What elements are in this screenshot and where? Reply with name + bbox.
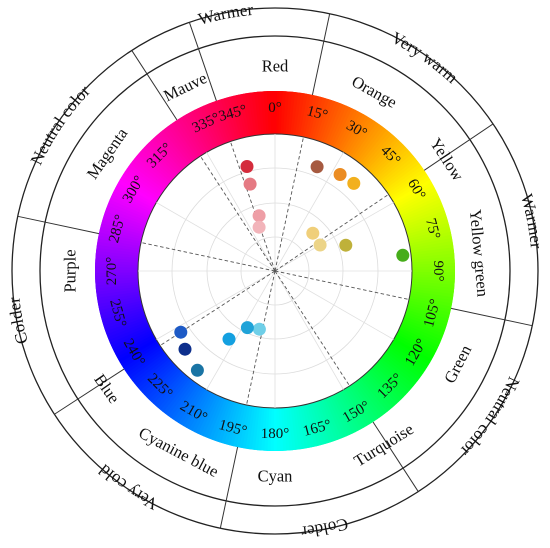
- sample-dot: [252, 209, 266, 223]
- sample-dot: [396, 248, 410, 262]
- temperature-label: Very cold: [95, 460, 161, 513]
- hue-name-label: Purple: [61, 249, 80, 292]
- sector-divider-outer: [372, 421, 419, 492]
- hue-name-label: Yellow green: [466, 209, 493, 298]
- degree-label: 285°: [106, 213, 129, 245]
- sample-dot: [313, 238, 327, 252]
- hue-name-label: Mauve: [160, 68, 210, 105]
- outer-ring: [11, 7, 539, 535]
- sample-dot: [178, 342, 192, 356]
- hue-name-label: Red: [262, 57, 289, 76]
- sample-dot: [252, 220, 266, 234]
- degree-label: 195°: [217, 417, 249, 440]
- temperature-label: Warmer: [517, 192, 546, 250]
- sample-dot: [174, 325, 188, 339]
- hue-segment: [269, 91, 277, 135]
- hue-name-label: Yellow: [426, 134, 468, 184]
- sector-dividers: [17, 13, 533, 529]
- temperature-label: Neutral color: [456, 374, 523, 460]
- degree-label: 180°: [261, 426, 290, 442]
- sector-divider-outer: [423, 123, 494, 171]
- grid-spoke: [206, 270, 276, 390]
- sample-dot: [240, 160, 254, 173]
- sample-dot: [190, 363, 204, 377]
- temperature-label: Colder: [4, 296, 32, 346]
- sample-dot: [240, 321, 254, 335]
- sector-divider-outer: [188, 22, 217, 101]
- degree-label: 345°: [217, 102, 249, 125]
- temperature-label: Warmer: [196, 0, 254, 29]
- temperature-label: Colder: [300, 514, 350, 542]
- sample-dot: [306, 226, 320, 240]
- sector-divider-inner: [140, 242, 276, 272]
- degree-label: 255°: [106, 297, 129, 329]
- sector-divider-outer: [54, 368, 125, 415]
- grid-spoke: [274, 270, 394, 340]
- sector-divider-inner: [274, 194, 389, 272]
- degree-label: 75°: [422, 217, 443, 241]
- sector-ring: [39, 35, 511, 507]
- sample-dot: [333, 168, 347, 181]
- hue-name-label: Green: [440, 342, 475, 387]
- sector-divider-inner: [246, 270, 276, 406]
- temperature-label: Very warm: [388, 28, 461, 87]
- degree-label: 90°: [430, 261, 446, 282]
- grid-spoke: [156, 202, 276, 272]
- sector-divider-inner: [274, 136, 304, 272]
- degree-label: 105°: [421, 297, 444, 329]
- sector-divider-outer: [17, 215, 100, 235]
- sector-divider-outer: [311, 13, 331, 96]
- grid-spoke: [274, 270, 344, 390]
- hue-name-label: Blue: [90, 370, 123, 406]
- polar-grid: [138, 134, 412, 408]
- sector-divider-inner: [200, 155, 276, 272]
- sector-divider-inner: [274, 270, 410, 300]
- sector-divider-inner: [274, 270, 350, 387]
- sample-dot: [347, 176, 361, 190]
- degree-label: 0°: [268, 100, 282, 116]
- sector-divider-outer: [450, 307, 533, 327]
- grid-spoke: [274, 202, 394, 272]
- hue-name-label: Cyan: [258, 467, 293, 486]
- degree-label: 270°: [104, 257, 120, 286]
- grid-spoke: [274, 152, 344, 272]
- sample-dot: [252, 322, 266, 336]
- sector-divider-outer: [131, 50, 178, 121]
- temperature-label: Neutral color: [27, 81, 94, 168]
- grid-spoke: [206, 152, 276, 272]
- sample-dot: [339, 238, 353, 252]
- sector-divider-outer: [219, 446, 239, 529]
- sector-divider-inner: [229, 141, 276, 272]
- sample-dot: [243, 177, 257, 191]
- degree-label: 15°: [305, 103, 329, 124]
- sample-dot: [310, 160, 324, 174]
- hue-ring: [95, 91, 455, 451]
- degree-label: 165°: [301, 417, 333, 440]
- hue-name-label: Orange: [349, 72, 401, 112]
- sample-dots: [174, 160, 410, 377]
- sample-dot: [222, 332, 236, 346]
